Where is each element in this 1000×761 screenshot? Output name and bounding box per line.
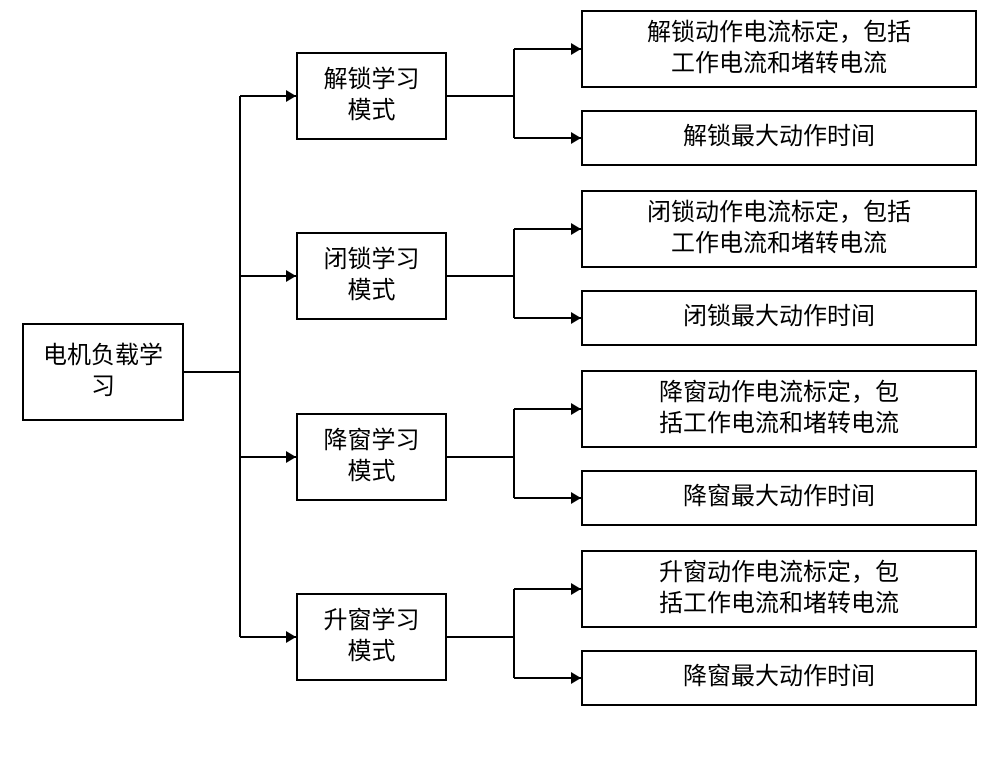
root-node: 电机负载学习 <box>22 323 184 421</box>
mid-node-1: 闭锁学习模式 <box>296 232 447 320</box>
mid-node-2: 降窗学习模式 <box>296 413 447 501</box>
leaf-node-4: 降窗动作电流标定，包括工作电流和堵转电流 <box>581 370 977 448</box>
leaf-node-1: 解锁最大动作时间 <box>581 110 977 166</box>
leaf-node-6: 升窗动作电流标定，包括工作电流和堵转电流 <box>581 550 977 628</box>
mid-node-0: 解锁学习模式 <box>296 52 447 140</box>
leaf-node-0: 解锁动作电流标定，包括工作电流和堵转电流 <box>581 10 977 88</box>
leaf-node-3: 闭锁最大动作时间 <box>581 290 977 346</box>
mid-node-3: 升窗学习模式 <box>296 593 447 681</box>
leaf-node-7: 降窗最大动作时间 <box>581 650 977 706</box>
leaf-node-5: 降窗最大动作时间 <box>581 470 977 526</box>
leaf-node-2: 闭锁动作电流标定，包括工作电流和堵转电流 <box>581 190 977 268</box>
